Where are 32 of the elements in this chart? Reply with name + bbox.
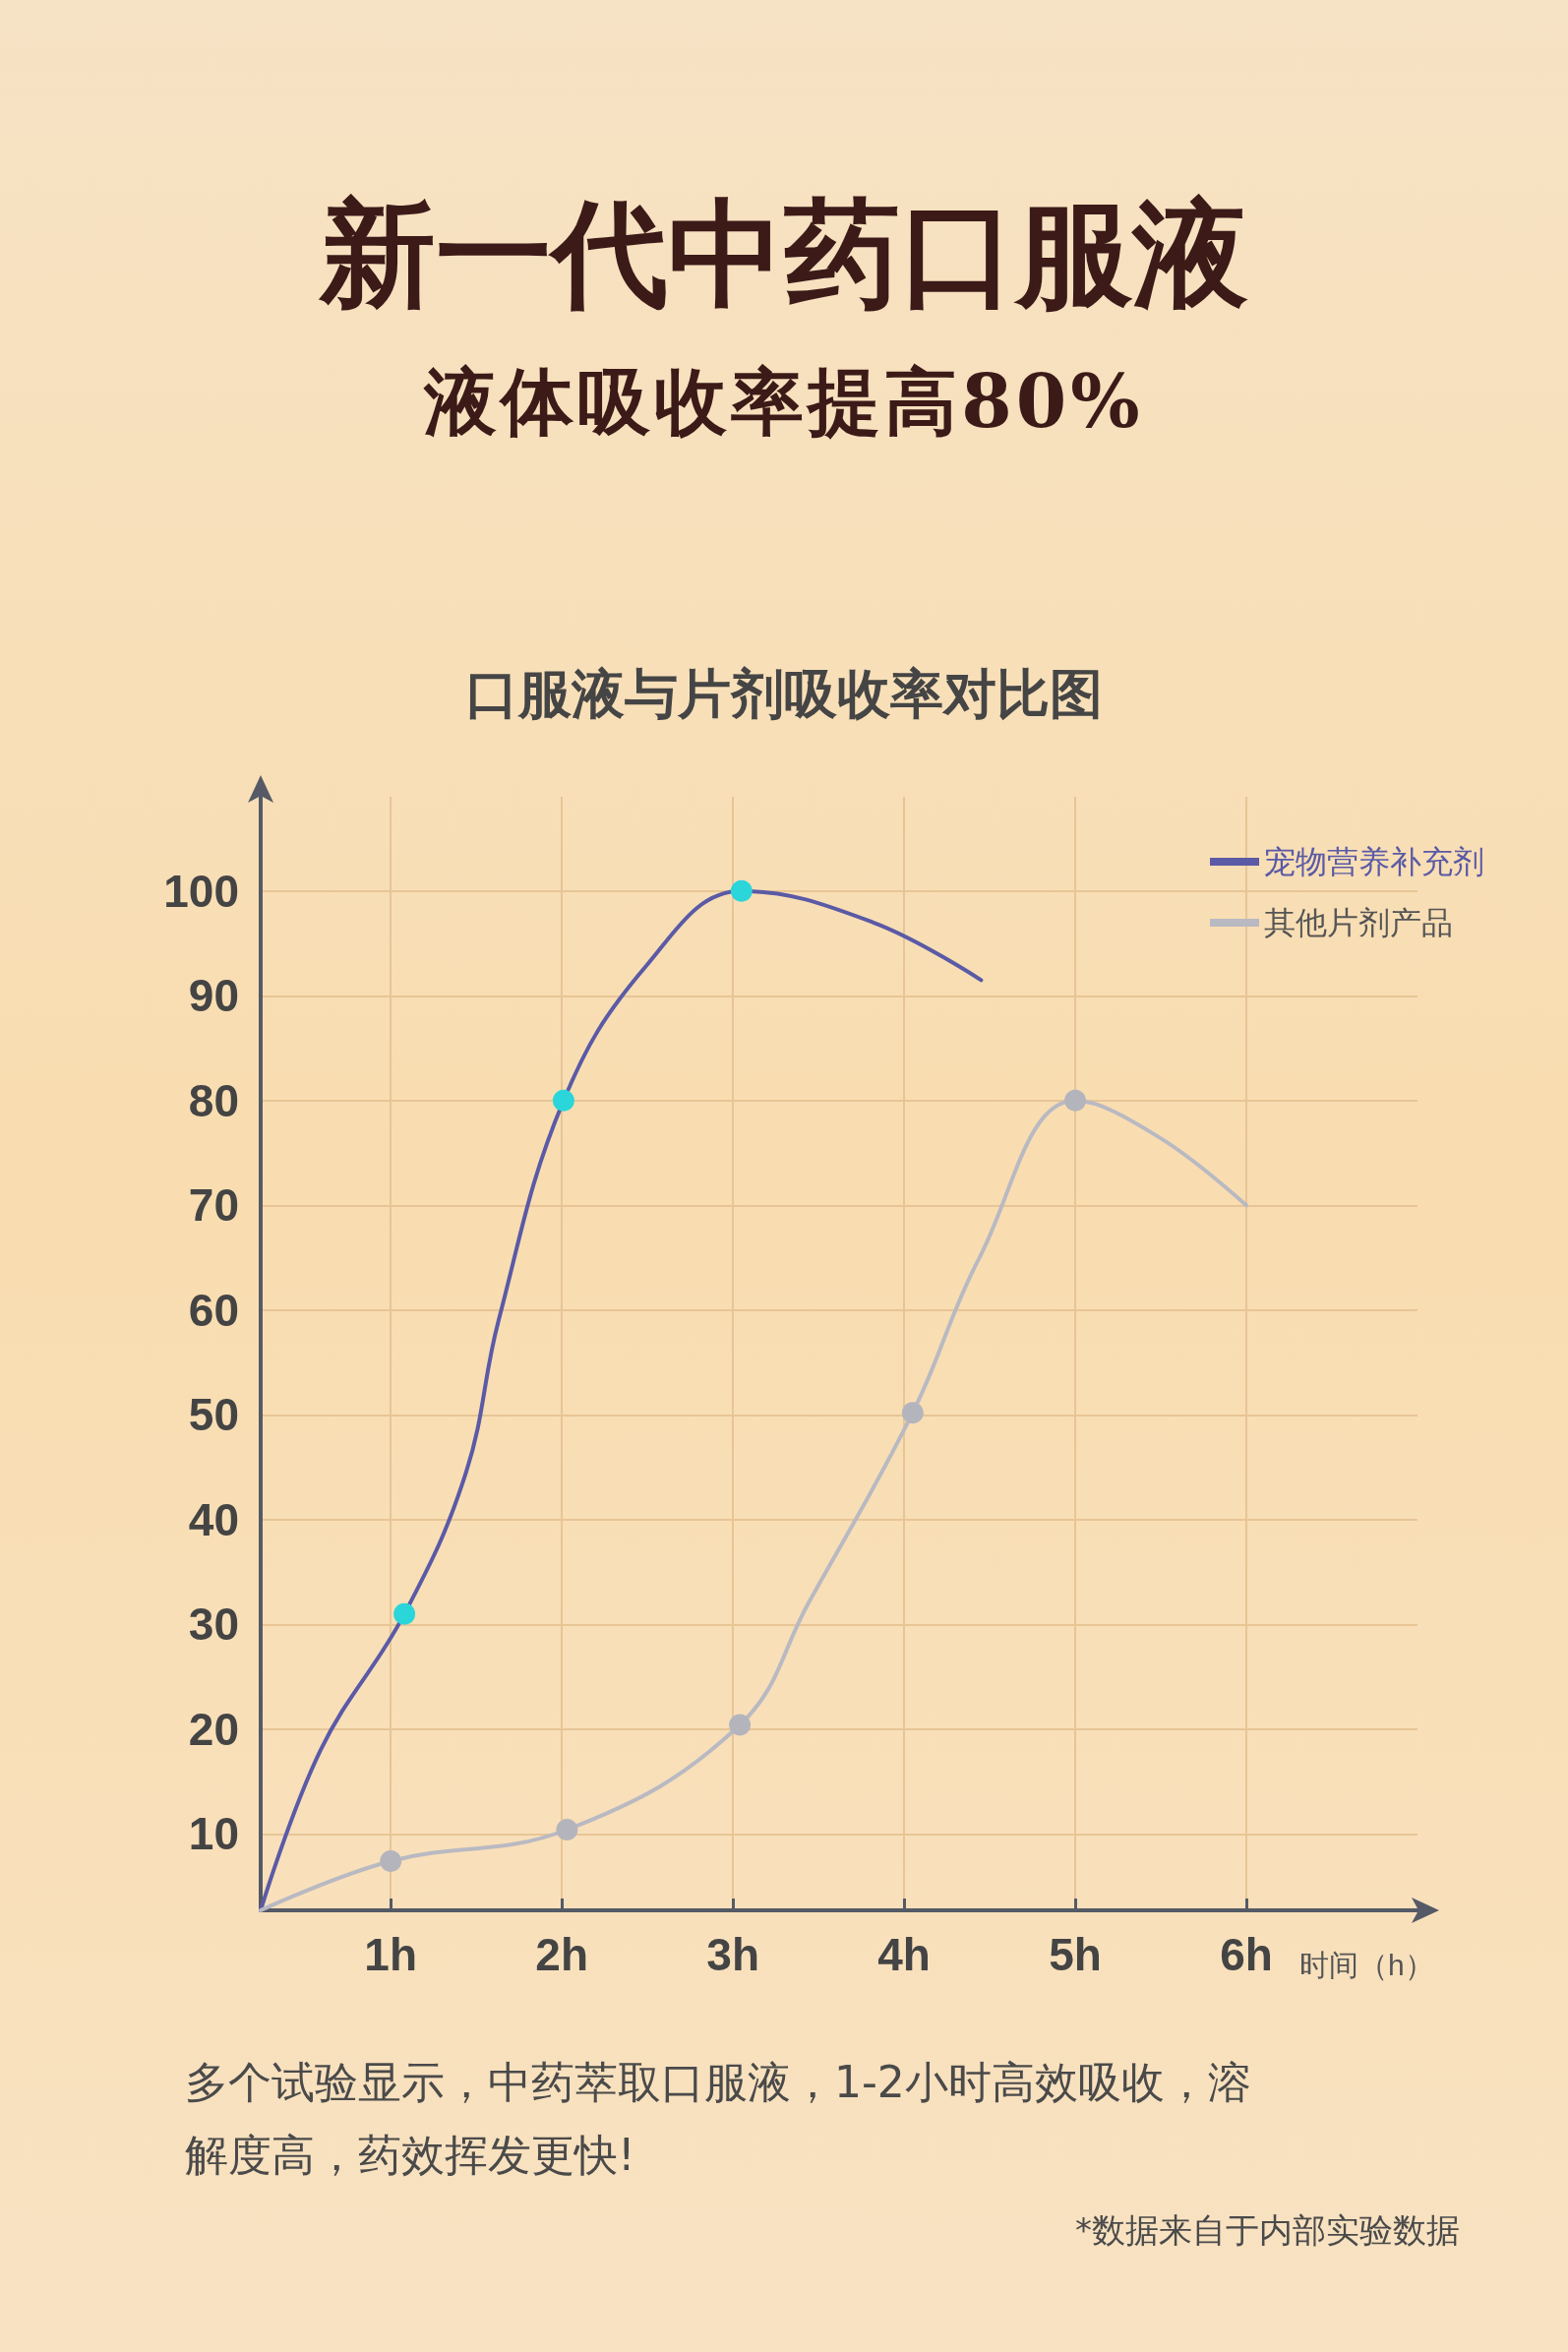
point xyxy=(393,1602,416,1625)
y-tick-label: 40 xyxy=(188,1493,239,1545)
y-tick-label: 70 xyxy=(188,1179,239,1232)
text: 口服液与片剂吸收率对比图 xyxy=(464,662,1104,727)
legend-label: 其他片剂产品 xyxy=(1264,904,1453,941)
point xyxy=(901,1402,924,1424)
x-tick-label: 6h xyxy=(1220,1929,1273,1980)
x-axis-title: 时间（h） xyxy=(1299,1948,1434,1981)
point xyxy=(1064,1089,1087,1112)
text: *数据来自于内部实验数据 xyxy=(1075,2209,1460,2252)
point xyxy=(729,1714,752,1736)
y-tick-label: 100 xyxy=(163,865,239,917)
chart-title: 新一代中药口服液 xyxy=(318,184,1249,324)
point xyxy=(556,1819,578,1840)
y-tick-label: 50 xyxy=(188,1389,239,1441)
y-tick-label: 60 xyxy=(188,1284,239,1336)
point xyxy=(380,1849,402,1872)
y-tick-label: 90 xyxy=(188,970,239,1022)
x-tick-label: 1h xyxy=(364,1929,418,1980)
x-tick-label: 4h xyxy=(877,1929,931,1980)
legend-label: 宠物营养补充剂 xyxy=(1264,843,1484,880)
x-tick-label: 2h xyxy=(535,1929,589,1980)
point xyxy=(730,879,753,902)
x-tick-label: 5h xyxy=(1049,1929,1102,1980)
chart-subtitle: 液体吸收率提高80% xyxy=(422,358,1145,446)
x-tick-label: 3h xyxy=(706,1929,759,1980)
y-tick-label: 10 xyxy=(188,1808,239,1860)
y-tick-label: 30 xyxy=(188,1598,239,1651)
text: 多个试验显示，中药萃取口服液，1-2小时高效吸收，溶解度高，药效挥发更快! xyxy=(185,2056,1252,2182)
y-tick-label: 20 xyxy=(188,1703,239,1755)
y-tick-label: 80 xyxy=(188,1074,239,1126)
point xyxy=(552,1089,574,1112)
